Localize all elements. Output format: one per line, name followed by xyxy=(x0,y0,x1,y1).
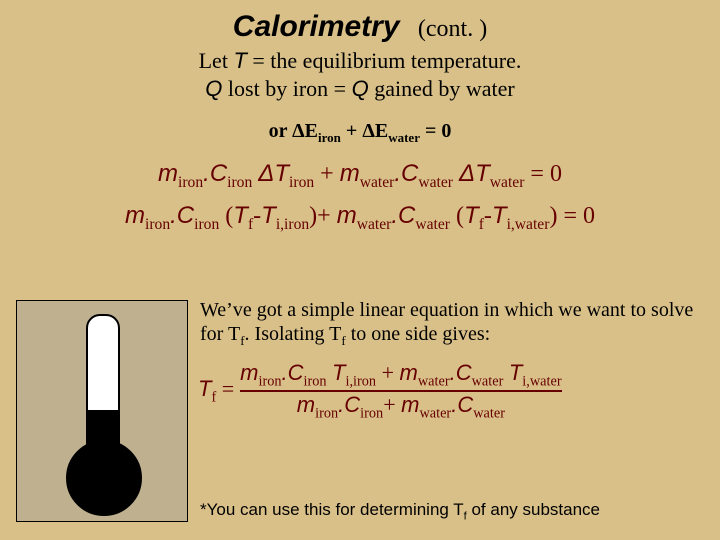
e2-o1: ( xyxy=(219,203,233,229)
n-c2: C xyxy=(456,360,472,385)
e2-s1: iron xyxy=(145,216,170,233)
n-s5: water xyxy=(472,373,504,389)
d-m2: m xyxy=(401,392,419,417)
e2-cl1: ) xyxy=(309,203,317,229)
or-eq0: = 0 xyxy=(420,120,451,142)
q-b: lost by iron = xyxy=(222,76,351,101)
tf-lhs: Tf = xyxy=(198,360,240,423)
e2-dash1: - xyxy=(253,203,261,229)
line-let: Let T = the equilibrium temperature. xyxy=(0,48,720,74)
e2-o2: ( xyxy=(450,203,464,229)
d-c1: C xyxy=(344,392,360,417)
n-m1: m xyxy=(240,360,258,385)
d-s3: water xyxy=(419,406,451,422)
or-pre: or xyxy=(269,120,293,142)
let-text: Let xyxy=(199,48,234,73)
n-m2: m xyxy=(400,360,418,385)
slide: Calorimetry (cont. ) Let T = the equilib… xyxy=(0,0,720,540)
e2-m2: m xyxy=(337,202,357,229)
foot-2: of any substance xyxy=(467,500,600,519)
tf-numerator: miron.Ciron Ti,iron + mwater.Cwater Ti,w… xyxy=(240,360,561,391)
e1-s5: water xyxy=(418,174,453,191)
n-c1: C xyxy=(288,360,304,385)
dE2: ΔE xyxy=(362,120,388,142)
e1-s6: water xyxy=(490,174,525,191)
n-s3: i,iron xyxy=(346,373,377,389)
d-s4: water xyxy=(473,406,505,422)
slide-title: Calorimetry (cont. ) xyxy=(0,0,720,44)
n-t2: T xyxy=(509,360,522,385)
line-q: Q lost by iron = Q gained by water xyxy=(0,76,720,102)
dE1: ΔE xyxy=(292,120,318,142)
tf-table: Tf = miron.Ciron Ti,iron + mwater.Cwater… xyxy=(198,360,562,423)
e1-s4: water xyxy=(360,174,395,191)
title-cont: (cont. ) xyxy=(418,16,487,42)
e1-m2: m xyxy=(340,160,360,187)
e1-s3: iron xyxy=(289,174,314,191)
n-s4: water xyxy=(418,373,450,389)
tf-equation: Tf = miron.Ciron Ti,iron + mwater.Cwater… xyxy=(198,360,718,423)
d-plus: + xyxy=(383,392,401,417)
q-a: Q xyxy=(205,76,222,101)
e2-s2: iron xyxy=(194,216,219,233)
dE1-sub: iron xyxy=(318,130,341,145)
title-main: Calorimetry xyxy=(233,10,400,43)
tf-denominator: miron.Ciron+ mwater.Cwater xyxy=(240,391,561,422)
e1-eq0: = 0 xyxy=(530,161,562,187)
e2-plus: + xyxy=(317,203,337,229)
e1-s2: iron xyxy=(227,174,252,191)
n-s2: iron xyxy=(304,373,327,389)
e2-eq0: = 0 xyxy=(563,203,595,229)
d-m1: m xyxy=(297,392,315,417)
e2-dash2: - xyxy=(484,203,492,229)
let-T: T xyxy=(233,48,246,73)
e2-cl2: ) xyxy=(549,203,557,229)
line-or: or ΔEiron + ΔEwater = 0 xyxy=(0,120,720,146)
paragraph: We’ve got a simple linear equation in wh… xyxy=(200,298,710,349)
e2-tf2: T xyxy=(464,202,479,229)
eqn-2: miron.Ciron (Tf-Ti,iron)+ mwater.Cwater … xyxy=(0,202,720,234)
e2-m1: m xyxy=(125,202,145,229)
foot-1: *You can use this for determining T xyxy=(200,500,464,519)
d-s2: iron xyxy=(360,406,383,422)
e2-c1: C xyxy=(177,202,194,229)
e1-m1: m xyxy=(158,160,178,187)
tf-T: T xyxy=(198,376,211,401)
n-t1: T xyxy=(332,360,345,385)
eqn-1: miron.Ciron ΔTiron + mwater.Cwater ΔTwat… xyxy=(0,160,720,192)
thermo-join xyxy=(88,438,118,458)
para-t2: . Isolating T xyxy=(245,323,342,345)
e1-s1: iron xyxy=(178,174,203,191)
e1-c2: C xyxy=(401,160,418,187)
q-d: gained by water xyxy=(369,76,515,101)
e2-is1: i,iron xyxy=(276,216,309,233)
e2-s4: water xyxy=(415,216,450,233)
e1-plus: + xyxy=(320,161,340,187)
e1-dt1: ΔT xyxy=(258,160,289,187)
e2-is2: i,water xyxy=(507,216,550,233)
e1-d1: . xyxy=(203,160,210,187)
d-c2: C xyxy=(457,392,473,417)
q-c: Q xyxy=(352,76,369,101)
e2-ti2: T xyxy=(492,202,507,229)
e2-c2: C xyxy=(398,202,415,229)
e1-dt2: ΔT xyxy=(459,160,490,187)
thermometer-graphic xyxy=(16,300,186,520)
d-s1: iron xyxy=(315,406,338,422)
n-s1: iron xyxy=(258,373,281,389)
tf-eq: = xyxy=(216,376,234,401)
e2-tf1: T xyxy=(233,202,248,229)
footnote: *You can use this for determining Tf of … xyxy=(200,500,600,522)
n-s6: i,water xyxy=(522,373,561,389)
or-plus: + xyxy=(341,120,362,142)
e2-s3: water xyxy=(357,216,392,233)
para-t3: to one side gives: xyxy=(346,323,490,345)
n-plus: + xyxy=(382,360,400,385)
e2-ti1: T xyxy=(261,202,276,229)
e1-c1: C xyxy=(210,160,227,187)
dE2-sub: water xyxy=(388,130,420,145)
e2-d1: . xyxy=(170,202,177,229)
let-text2: = the equilibrium temperature. xyxy=(247,48,521,73)
